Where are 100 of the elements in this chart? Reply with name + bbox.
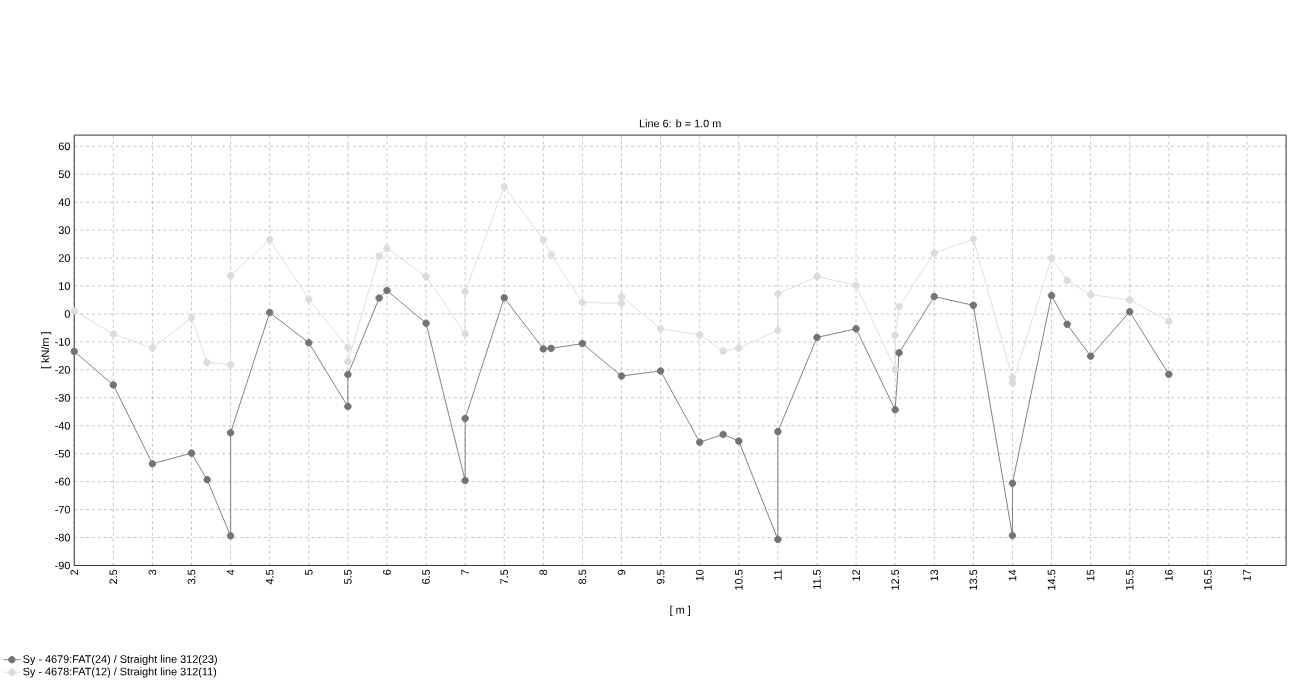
y-tick-label: -30 — [55, 394, 70, 402]
point — [930, 292, 938, 301]
point — [891, 331, 899, 339]
x-tick-label: 17 — [1243, 569, 1251, 581]
y-tick-label: 40 — [58, 198, 70, 207]
point — [461, 414, 469, 423]
point — [1008, 379, 1017, 387]
point — [226, 360, 235, 369]
point — [383, 244, 391, 253]
x-tick-label: 10 — [695, 569, 704, 581]
x-tick-label: 9.5 — [656, 569, 665, 584]
point — [1063, 276, 1071, 285]
point — [813, 272, 821, 281]
point — [187, 314, 196, 322]
x-tick-label: 11.5 — [813, 569, 821, 589]
point — [1086, 352, 1095, 360]
y-tick-label: -60 — [55, 477, 70, 486]
point — [203, 358, 211, 367]
point — [774, 326, 782, 335]
point — [1165, 317, 1173, 326]
y-axis-title: [ kN/m ] — [41, 332, 52, 369]
point — [265, 235, 274, 244]
point — [1047, 254, 1056, 263]
point — [1008, 479, 1017, 488]
y-tick-label: 10 — [59, 282, 70, 290]
point — [774, 427, 782, 436]
point — [148, 344, 157, 352]
point — [617, 292, 626, 301]
x-tick-label: 8.5 — [578, 569, 587, 585]
point — [895, 302, 903, 311]
x-tick-label: 5.5 — [344, 569, 352, 585]
point — [1126, 308, 1134, 316]
x-tick-label: 16.5 — [1204, 569, 1212, 590]
point — [1165, 370, 1173, 379]
y-tick-label: 30 — [58, 226, 70, 235]
point — [969, 235, 978, 243]
point — [70, 347, 78, 356]
x-tick-label: 14 — [1008, 569, 1017, 581]
y-tick-label: -50 — [55, 449, 70, 458]
point — [344, 358, 352, 366]
point — [656, 325, 665, 333]
y-tick-label: -70 — [55, 505, 70, 514]
point — [695, 438, 704, 447]
point — [774, 290, 782, 298]
point — [617, 372, 626, 380]
point — [617, 299, 626, 308]
x-tick-label: 10.5 — [734, 569, 743, 590]
point — [1126, 296, 1134, 304]
point — [578, 298, 587, 307]
point — [891, 406, 899, 414]
point — [500, 294, 508, 302]
point — [500, 182, 508, 191]
x-tick-label: 2 — [70, 569, 79, 575]
point — [1086, 291, 1095, 299]
point — [109, 381, 118, 389]
x-tick-label: 4 — [226, 569, 235, 576]
point — [344, 370, 352, 379]
point — [461, 330, 469, 338]
x-tick-label: 12.5 — [891, 569, 900, 590]
y-tick-label: 0 — [64, 310, 70, 318]
point — [719, 430, 727, 439]
y-tick-label: -40 — [55, 421, 70, 430]
point — [226, 272, 235, 280]
point — [813, 333, 821, 342]
chart-title: Line 6: b = 1.0 m — [639, 119, 721, 128]
x-tick-label: 7.5 — [500, 569, 509, 584]
point — [375, 252, 383, 260]
x-tick-label: 13 — [930, 569, 939, 581]
y-tick-label: 20 — [58, 254, 70, 262]
point — [539, 235, 548, 244]
x-tick-label: 2.5 — [109, 569, 118, 584]
point — [305, 295, 313, 303]
point — [891, 365, 899, 374]
point — [656, 367, 665, 375]
y-tick-label: -80 — [55, 533, 70, 542]
x-tick-label: 13.5 — [969, 569, 978, 590]
point — [187, 449, 196, 457]
point — [422, 272, 430, 281]
x-tick-label: 5 — [304, 569, 313, 575]
point — [852, 325, 860, 333]
point — [383, 286, 391, 295]
point — [148, 460, 157, 468]
point — [265, 308, 274, 317]
x-tick-label: 15.5 — [1125, 569, 1134, 590]
point — [719, 347, 727, 355]
x-axis-title: [ m ] — [670, 605, 690, 616]
x-tick-label: 16 — [1164, 569, 1173, 581]
point — [578, 339, 587, 348]
point — [735, 344, 743, 352]
point — [774, 535, 782, 544]
x-tick-label: 6 — [383, 569, 391, 575]
x-tick-label: 6.5 — [422, 569, 430, 584]
point — [930, 249, 938, 257]
x-tick-label: 15 — [1086, 569, 1095, 581]
point — [70, 307, 78, 315]
point — [1063, 320, 1071, 329]
y-tick-label: -10 — [55, 338, 70, 346]
point — [305, 339, 313, 347]
point — [695, 330, 704, 339]
point — [422, 319, 430, 327]
